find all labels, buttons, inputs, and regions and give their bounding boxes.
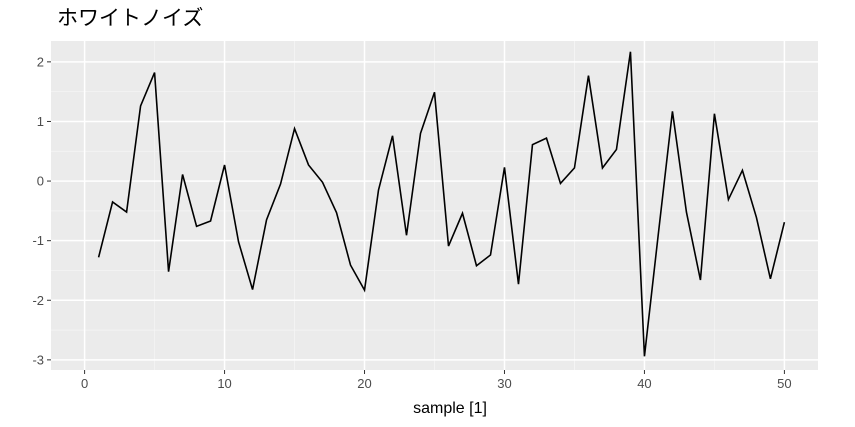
- x-tick-label: 30: [497, 376, 511, 391]
- x-tick-label: 40: [637, 376, 651, 391]
- data-point: [769, 278, 771, 280]
- data-point: [321, 181, 323, 183]
- data-point: [265, 219, 267, 221]
- x-axis: 0 10 20 30 40 50: [81, 370, 792, 391]
- data-point: [699, 279, 701, 281]
- data-point: [629, 51, 631, 53]
- major-gridlines: [51, 41, 818, 370]
- data-point: [153, 71, 155, 73]
- data-point: [475, 264, 477, 266]
- data-point: [657, 232, 659, 234]
- data-point: [363, 289, 365, 291]
- data-point: [167, 270, 169, 272]
- data-point: [517, 283, 519, 285]
- y-tick-label: -1: [32, 233, 44, 248]
- data-point: [405, 234, 407, 236]
- y-axis: -3 -2 -1 0 1 2: [32, 54, 51, 367]
- x-tick-label: 10: [217, 376, 231, 391]
- x-tick-label: 20: [357, 376, 371, 391]
- data-point: [685, 211, 687, 213]
- data-point: [237, 241, 239, 243]
- data-point: [111, 201, 113, 203]
- data-point: [251, 288, 253, 290]
- data-point: [125, 211, 127, 213]
- data-point: [349, 264, 351, 266]
- data-point: [643, 355, 645, 357]
- x-tick-label: 50: [777, 376, 791, 391]
- data-point: [461, 212, 463, 214]
- data-point: [503, 166, 505, 168]
- data-point: [783, 221, 785, 223]
- data-point: [755, 216, 757, 218]
- y-tick-label: 1: [37, 114, 44, 129]
- x-tick-label: 0: [81, 376, 88, 391]
- data-point: [223, 164, 225, 166]
- data-point: [615, 148, 617, 150]
- data-point: [377, 189, 379, 191]
- data-point: [209, 220, 211, 222]
- y-tick-label: -2: [32, 293, 44, 308]
- series-line: [97, 51, 786, 357]
- data-point: [447, 245, 449, 247]
- chart-title: ホワイトノイズ: [57, 6, 203, 30]
- data-point: [391, 135, 393, 137]
- data-point: [139, 105, 141, 107]
- data-point: [601, 167, 603, 169]
- data-point: [727, 198, 729, 200]
- data-point: [559, 182, 561, 184]
- data-point: [587, 74, 589, 76]
- data-point: [279, 183, 281, 185]
- data-point: [671, 110, 673, 112]
- data-point: [293, 127, 295, 129]
- y-tick-label: 0: [37, 174, 44, 189]
- y-tick-label: -3: [32, 352, 44, 367]
- data-point: [573, 167, 575, 169]
- data-point: [531, 144, 533, 146]
- data-point: [181, 173, 183, 175]
- data-point: [335, 211, 337, 213]
- data-point: [433, 91, 435, 93]
- y-tick-label: 2: [37, 54, 44, 69]
- x-axis-title: sample [1]: [413, 400, 487, 417]
- data-point: [419, 132, 421, 134]
- data-point: [489, 254, 491, 256]
- data-point: [741, 169, 743, 171]
- data-point: [195, 225, 197, 227]
- data-point: [713, 113, 715, 115]
- data-point: [545, 137, 547, 139]
- data-point: [307, 164, 309, 166]
- data-point: [97, 256, 99, 258]
